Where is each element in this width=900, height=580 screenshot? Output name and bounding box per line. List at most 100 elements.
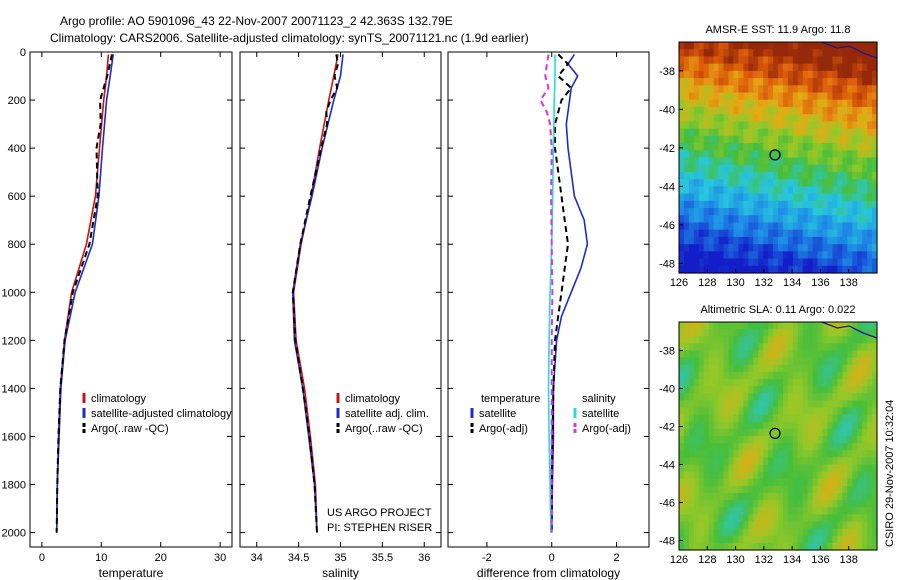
sst-xtick-label: 132 [755,277,773,289]
sla-cell [683,329,690,337]
sla-cell [867,421,873,430]
sla-cell [758,336,764,344]
sla-cell [852,514,858,523]
sla-cell [862,322,868,330]
sla-cell [847,443,853,451]
sst-cell [698,135,705,144]
sst-cell [679,63,685,72]
sst-cell [768,208,774,216]
sla-cell [857,371,863,380]
sla-cell [872,521,878,530]
sla-cell [822,414,829,423]
sla-cell [792,336,799,344]
sla-cell [713,343,720,352]
sla-cell [852,478,858,487]
sla-cell [862,357,868,366]
sst-cell [847,208,853,216]
sst-cell [817,135,824,144]
sst-cell [708,265,715,274]
sst-cell [688,56,695,65]
sst-cell [708,251,715,260]
sst-cell [792,128,799,137]
sst-cell [679,42,685,50]
sla-axes-frame [678,321,878,551]
sla-cell [688,464,695,473]
sla-cell [738,521,744,530]
sst-cell [723,99,730,108]
sst-cell [807,42,814,50]
sla-cell [832,485,838,494]
sst-cell [768,265,774,274]
sst-cell [753,179,759,187]
sla-cell [812,485,819,494]
sst-cell [679,114,685,123]
sst-cell [842,157,848,166]
sst-cell [857,236,863,245]
sla-cell [738,393,744,401]
sla-cell [768,421,774,430]
sst-cell [773,56,779,65]
sst-cell [733,143,739,151]
sla-cell [867,322,873,330]
sst-cell [807,85,814,94]
sst-cell [802,42,809,50]
sst-cell [857,215,863,224]
sst-cell [797,208,804,216]
sst-cell [862,42,868,50]
sst-cell [862,143,868,151]
sla-cell [787,500,794,508]
sla-cell [787,329,794,337]
sst-cell [688,179,695,187]
sst-cell [832,186,838,195]
sst-cell [807,251,814,260]
sst-cell [713,251,720,260]
sst-cell [847,229,853,238]
figure-title-line2: Climatology: CARS2006. Satellite-adjuste… [50,31,529,45]
sst-cell [698,121,705,130]
sla-cell [822,521,829,530]
sst-cell [679,128,685,137]
sla-cell [778,457,784,466]
sst-cell [782,251,789,260]
sst-cell [753,106,759,115]
sla-cell [738,329,744,337]
sla-cell [679,507,685,515]
sst-map-panel: 126 128 130 132 134 136 138-38-40-42-44-46-48A… [659,24,878,289]
sla-cell [857,364,863,373]
sst-cell [842,99,848,108]
sst-cell [837,208,843,216]
sla-cell [723,414,730,423]
sla-cell [822,528,829,537]
sla-cell [718,400,725,409]
salinity-xtick-label: 34 [251,552,263,564]
sst-cell [733,157,739,166]
sla-cell [703,500,710,508]
sla-cell [822,336,829,344]
sst-cell [837,78,843,86]
sla-cell [768,357,774,366]
sst-cell [688,208,695,216]
sst-cell [748,215,754,224]
sla-cell [778,414,784,423]
sla-cell [817,464,824,473]
sst-cell [718,121,725,130]
sst-cell [748,121,754,130]
sst-cell [817,179,824,187]
sst-cell [787,200,794,209]
sla-cell [773,407,779,416]
sla-cell [787,364,794,373]
sla-cell [812,436,819,444]
sla-cell [679,457,685,466]
diff-legend-temp-argo-label: Argo(-adj) [479,423,528,435]
sst-cell [837,135,843,144]
sst-cell [867,85,873,94]
sla-cell [773,450,779,458]
sla-cell [837,364,843,373]
sst-cell [782,150,789,159]
sst-cell [872,258,878,267]
sla-cell [683,428,690,437]
sst-cell [728,150,735,159]
sst-cell [827,150,834,159]
sla-cell [738,407,744,416]
sst-cell [768,244,774,252]
